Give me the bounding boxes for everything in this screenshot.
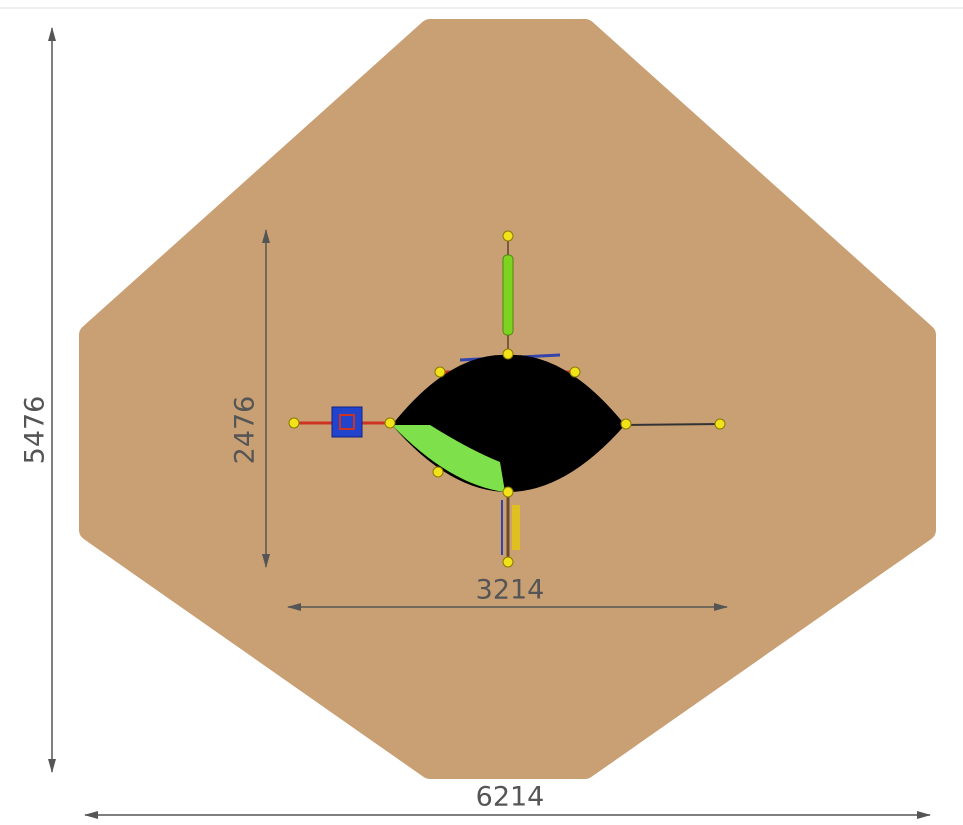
dimension-label: 3214 [476, 575, 545, 606]
dimension-label: 5476 [20, 396, 51, 465]
dimension-label: 2476 [230, 396, 261, 465]
equipment [288, 230, 726, 568]
dimension-label: 6214 [476, 782, 545, 813]
